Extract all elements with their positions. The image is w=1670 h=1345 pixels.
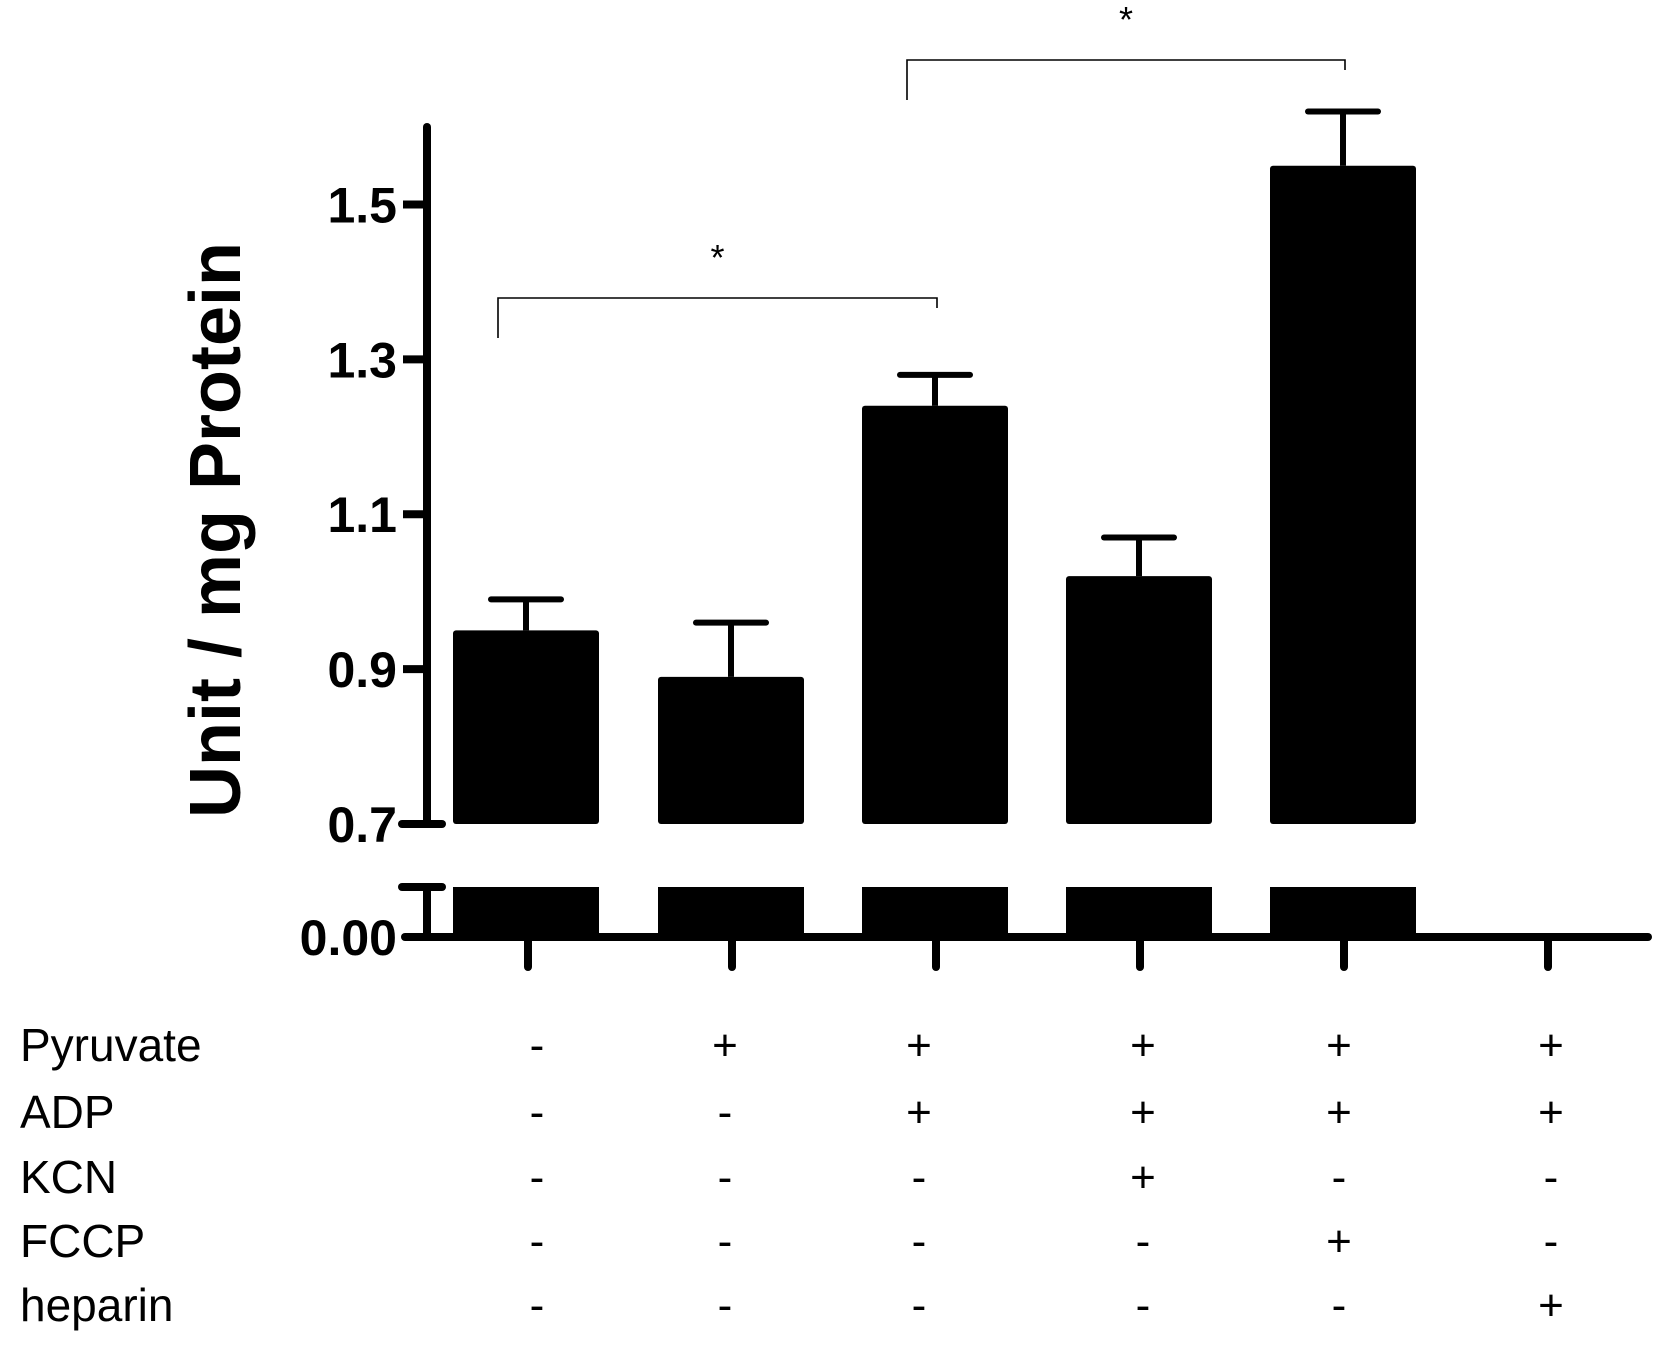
- y-tick-label: 1.5: [327, 177, 397, 233]
- condition-sign: +: [1538, 1088, 1564, 1137]
- bar: [453, 630, 599, 824]
- bar: [862, 405, 1008, 824]
- condition-sign: +: [1326, 1021, 1352, 1070]
- significance-marker: *: [1119, 0, 1133, 40]
- condition-sign: +: [1326, 1088, 1352, 1137]
- condition-sign: -: [912, 1153, 927, 1202]
- condition-sign: -: [912, 1281, 927, 1330]
- condition-sign: -: [530, 1153, 545, 1202]
- condition-sign: -: [718, 1153, 733, 1202]
- bar: [658, 676, 804, 824]
- significance-bracket: [906, 59, 1346, 100]
- condition-row-label: ADP: [20, 1086, 115, 1138]
- condition-sign: -: [718, 1217, 733, 1266]
- bar-base: [1066, 887, 1212, 937]
- bar-base: [453, 887, 599, 937]
- bar: [1270, 165, 1416, 824]
- condition-sign: -: [1136, 1217, 1151, 1266]
- condition-sign: -: [1332, 1153, 1347, 1202]
- bars-group: [453, 165, 1416, 937]
- condition-sign: +: [1130, 1153, 1156, 1202]
- bar: [1066, 576, 1212, 824]
- condition-sign: +: [1130, 1021, 1156, 1070]
- y-tick-label: 0.00: [300, 910, 397, 966]
- y-tick-label: 0.9: [327, 642, 397, 698]
- condition-sign: -: [530, 1217, 545, 1266]
- condition-sign: +: [1130, 1088, 1156, 1137]
- condition-sign: -: [530, 1021, 545, 1070]
- condition-sign: -: [912, 1217, 927, 1266]
- condition-row-label: KCN: [20, 1151, 117, 1203]
- significance-bracket: [497, 297, 938, 338]
- condition-sign: -: [1136, 1281, 1151, 1330]
- y-tick-label: 1.3: [327, 332, 397, 388]
- y-axis-label-group: Unit / mg Protein: [176, 242, 256, 818]
- condition-sign: -: [718, 1281, 733, 1330]
- condition-row-label: FCCP: [20, 1215, 145, 1267]
- condition-sign: -: [530, 1088, 545, 1137]
- condition-sign: -: [1544, 1217, 1559, 1266]
- condition-sign: +: [906, 1088, 932, 1137]
- bar-base: [1270, 887, 1416, 937]
- condition-sign: -: [1544, 1153, 1559, 1202]
- condition-row-label: heparin: [20, 1279, 173, 1331]
- bar-base: [658, 887, 804, 937]
- y-axis-label: Unit / mg Protein: [176, 242, 256, 818]
- condition-sign: -: [1332, 1281, 1347, 1330]
- condition-row-label: Pyruvate: [20, 1019, 202, 1071]
- y-tick-label: 1.1: [327, 487, 397, 543]
- condition-sign: +: [1326, 1217, 1352, 1266]
- axes-group: 0.7 0.9 1.1 1.3 1.5 0.00: [300, 123, 1652, 971]
- condition-sign: +: [712, 1021, 738, 1070]
- condition-sign: -: [530, 1281, 545, 1330]
- condition-sign: -: [718, 1088, 733, 1137]
- bar-base: [862, 887, 1008, 937]
- significance-group: **: [497, 0, 1346, 338]
- error-bars-group: [488, 108, 1381, 677]
- significance-marker: *: [710, 237, 724, 278]
- condition-table: Pyruvate - + + + + + ADP - - + + + + KCN - - - + - - FCCP - - - -…: [20, 1019, 1564, 1331]
- condition-sign: +: [1538, 1281, 1564, 1330]
- condition-sign: +: [1538, 1021, 1564, 1070]
- condition-sign: +: [906, 1021, 932, 1070]
- y-tick-label: 0.7: [327, 797, 397, 853]
